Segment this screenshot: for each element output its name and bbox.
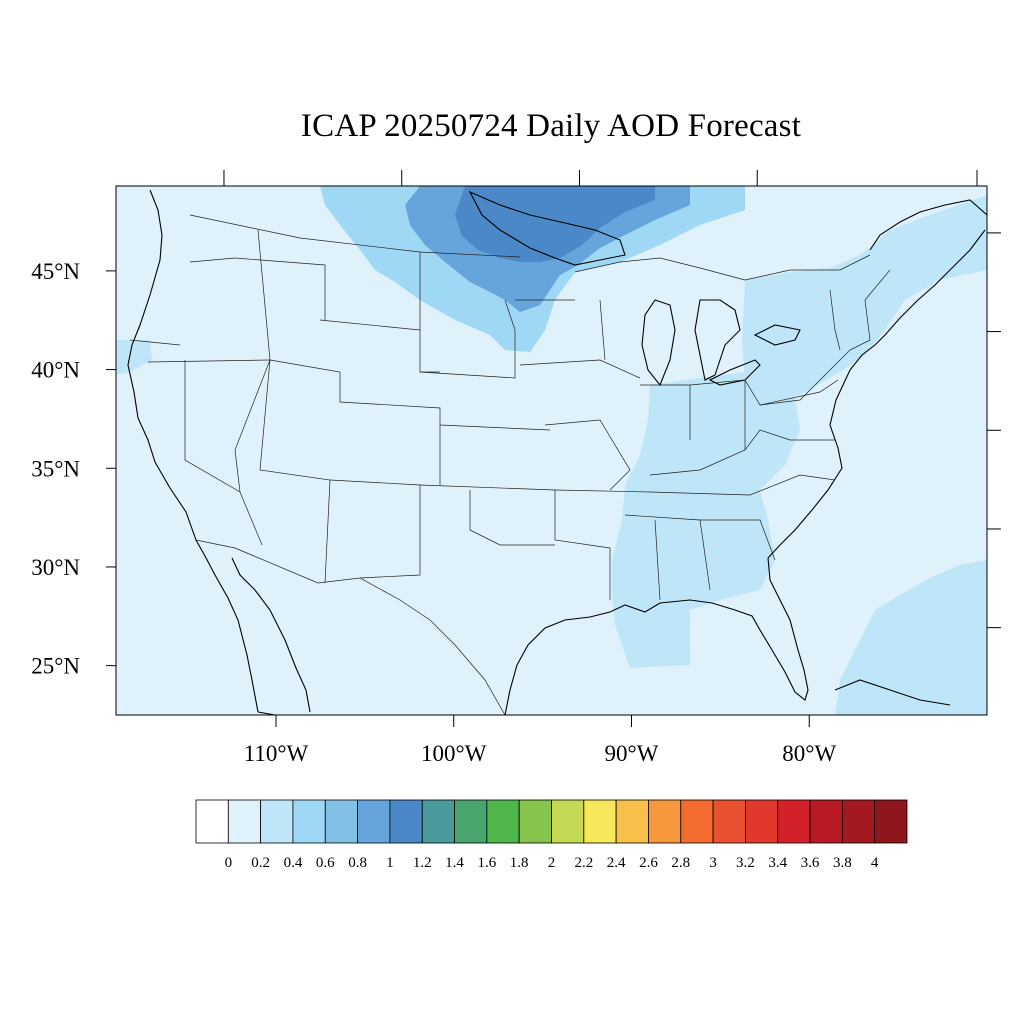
- lat-label: 25°N: [31, 654, 80, 679]
- aod-region-pacific-coast-haze: [116, 340, 152, 375]
- colorbar-label: 0.6: [316, 855, 335, 871]
- colorbar-swatch: [615, 799, 649, 844]
- colorbar-swatch: [421, 799, 455, 844]
- lat-label: 35°N: [31, 456, 80, 481]
- colorbar-swatch: [357, 799, 391, 844]
- colorbar-label: 2.6: [639, 855, 658, 871]
- colorbar-swatch: [841, 799, 876, 844]
- map-frame: [115, 185, 988, 716]
- aod-region-northeast-haze: [742, 195, 987, 405]
- colorbar-swatch: [292, 799, 326, 844]
- colorbar-swatch: [712, 799, 746, 844]
- aod-region-lake-superior-core: [455, 186, 655, 262]
- colorbar-label: 1.8: [510, 855, 529, 871]
- colorbar-label: 2.8: [671, 855, 690, 871]
- colorbar-label: 0: [225, 855, 233, 871]
- colorbar-swatch: [874, 799, 908, 844]
- colorbar-label: 3.2: [736, 855, 755, 871]
- lon-label: 80°W: [782, 741, 836, 766]
- colorbar-label: 1.2: [413, 855, 432, 871]
- aod-region-atlantic-haze: [835, 560, 987, 715]
- colorbar-swatch: [777, 799, 811, 844]
- colorbar-label: 3.4: [768, 855, 787, 871]
- colorbar-swatch: [518, 799, 552, 844]
- colorbar-swatch: [809, 799, 843, 844]
- coastlines: [127, 189, 987, 715]
- colorbar-label: 2.2: [574, 855, 593, 871]
- political-boundaries: [129, 214, 891, 715]
- colorbar-swatch: [486, 799, 520, 844]
- lon-label: 110°W: [244, 741, 309, 766]
- colorbar-label: 2: [548, 855, 556, 871]
- map-axes: 45°N 40°N 35°N 30°N 25°N 110°W 100°W 90°W 80°W: [31, 170, 1001, 766]
- colorbar-swatch: [227, 799, 262, 844]
- colorbar-swatch: [324, 799, 358, 844]
- colorbar-label: 1: [386, 855, 394, 871]
- aod-colorbar: 0 0.2 0.4 0.6 0.8 1 1.2 1.4 1.6 1.8 2 2.2 2.4 2.6 2.8 3…: [195, 799, 908, 871]
- lon-label: 90°W: [605, 741, 659, 766]
- colorbar-swatch: [195, 799, 229, 844]
- colorbar-swatch: [648, 799, 682, 844]
- colorbar-swatch: [583, 799, 617, 844]
- lat-label: 45°N: [31, 259, 80, 284]
- colorbar-label: 0.8: [348, 855, 367, 871]
- aod-field: [116, 186, 987, 715]
- colorbar-swatch: [551, 799, 585, 844]
- colorbar-label: 4: [871, 855, 879, 871]
- colorbar-label: 0.4: [284, 855, 303, 871]
- lat-label: 40°N: [31, 358, 80, 383]
- colorbar-label: 3: [709, 855, 717, 871]
- lon-label: 100°W: [421, 741, 487, 766]
- colorbar-label: 0.2: [251, 855, 270, 871]
- colorbar-swatch: [745, 799, 779, 844]
- colorbar-label: 1.4: [445, 855, 464, 871]
- colorbar-label: 1.6: [477, 855, 496, 871]
- colorbar-swatch: [680, 799, 714, 844]
- colorbar-label: 3.8: [833, 855, 852, 871]
- colorbar-label: 3.6: [801, 855, 820, 871]
- colorbar-label: 2.4: [607, 855, 626, 871]
- lat-label: 30°N: [31, 555, 80, 580]
- colorbar-swatch: [260, 799, 294, 844]
- colorbar-swatch: [454, 799, 488, 844]
- map-title: ICAP 20250724 Daily AOD Forecast: [300, 108, 802, 144]
- colorbar-swatch: [389, 799, 423, 844]
